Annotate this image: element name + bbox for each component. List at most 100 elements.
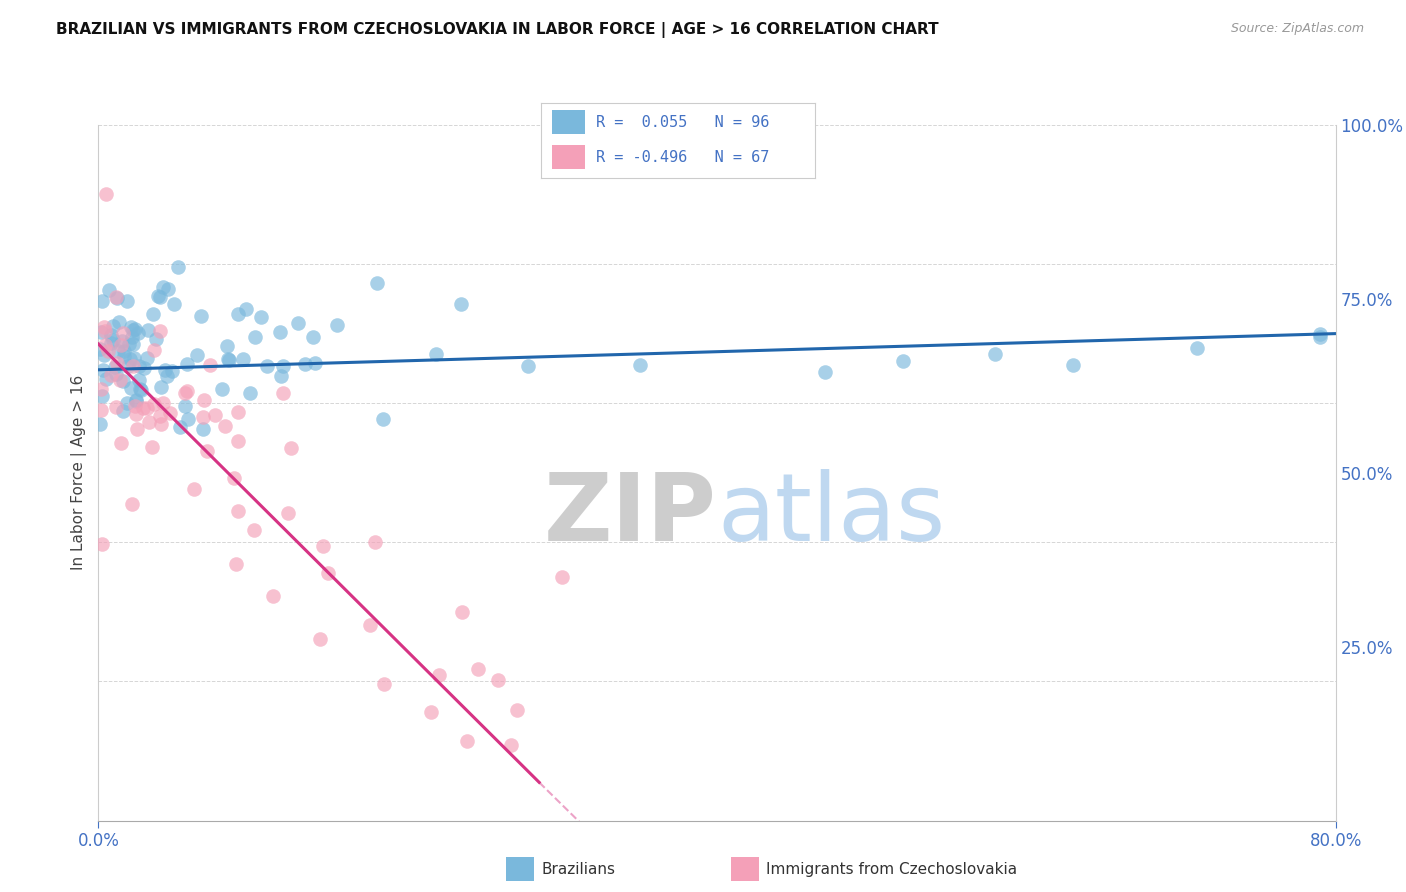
Point: [287, 316, 309, 330]
Point: [224, 471, 246, 485]
Point: [152, 280, 174, 294]
Point: [107, 343, 129, 358]
Point: [316, 566, 339, 581]
Point: [96, 371, 118, 385]
Point: [125, 407, 148, 421]
Point: [121, 329, 143, 343]
Point: [97, 343, 120, 358]
Point: [149, 379, 172, 393]
Point: [256, 359, 278, 373]
Point: [104, 360, 127, 375]
Point: [156, 282, 179, 296]
Point: [628, 358, 651, 372]
Point: [280, 441, 302, 455]
Point: [118, 352, 141, 367]
Point: [121, 359, 143, 373]
Point: [104, 367, 127, 381]
Point: [516, 359, 538, 374]
Point: [174, 400, 197, 414]
Point: [262, 589, 284, 603]
Point: [159, 406, 181, 420]
Point: [174, 386, 197, 401]
Point: [112, 344, 135, 359]
Point: [101, 333, 124, 347]
Point: [366, 276, 388, 290]
Text: Brazilians: Brazilians: [541, 863, 616, 877]
Point: [91, 294, 114, 309]
Point: [326, 318, 349, 333]
Text: ZIP: ZIP: [544, 468, 717, 560]
Point: [271, 386, 294, 401]
Point: [371, 412, 394, 426]
Point: [96, 187, 118, 202]
Point: [89, 342, 111, 356]
Point: [269, 325, 291, 339]
Point: [195, 444, 218, 458]
Point: [91, 537, 114, 551]
Point: [486, 673, 509, 688]
Point: [425, 347, 447, 361]
Point: [225, 558, 247, 572]
Point: [190, 309, 212, 323]
Point: [90, 402, 112, 417]
Point: [891, 354, 914, 368]
Point: [501, 738, 523, 752]
Point: [984, 347, 1007, 361]
Point: [232, 351, 254, 366]
Point: [271, 359, 294, 373]
Point: [152, 396, 174, 410]
Point: [120, 320, 142, 334]
Point: [235, 301, 257, 316]
Point: [117, 395, 139, 409]
Point: [176, 357, 198, 371]
Bar: [553, 145, 585, 169]
Text: Source: ZipAtlas.com: Source: ZipAtlas.com: [1230, 22, 1364, 36]
Point: [129, 382, 152, 396]
Point: [94, 324, 117, 338]
Point: [162, 297, 184, 311]
Point: [117, 359, 139, 374]
Point: [150, 417, 173, 432]
Point: [277, 506, 299, 520]
Point: [98, 283, 121, 297]
Point: [155, 363, 177, 377]
Point: [121, 497, 143, 511]
Point: [108, 373, 131, 387]
Point: [111, 334, 134, 348]
Point: [127, 326, 149, 341]
Point: [149, 290, 172, 304]
Text: atlas: atlas: [717, 468, 945, 560]
Point: [149, 409, 172, 423]
Point: [94, 338, 117, 352]
Point: [142, 307, 165, 321]
Point: [419, 705, 441, 719]
Point: [245, 330, 267, 344]
Point: [312, 539, 335, 553]
Point: [117, 336, 139, 351]
Point: [249, 310, 271, 324]
Point: [301, 330, 323, 344]
Point: [101, 318, 124, 333]
Point: [136, 351, 159, 365]
Point: [176, 411, 198, 425]
Point: [90, 383, 112, 397]
Point: [814, 365, 837, 379]
Point: [226, 307, 249, 321]
Point: [1309, 330, 1331, 344]
Point: [128, 359, 150, 374]
Point: [132, 401, 155, 415]
Point: [105, 291, 128, 305]
Point: [211, 382, 233, 396]
Point: [108, 315, 131, 329]
Point: [193, 393, 215, 408]
Point: [125, 421, 148, 435]
Text: R =  0.055   N = 96: R = 0.055 N = 96: [596, 115, 769, 130]
Point: [226, 405, 249, 419]
Text: Immigrants from Czechoslovakia: Immigrants from Czechoslovakia: [766, 863, 1018, 877]
Point: [506, 702, 529, 716]
Y-axis label: In Labor Force | Age > 16: In Labor Force | Age > 16: [72, 376, 87, 570]
Point: [134, 360, 156, 375]
Point: [104, 290, 127, 304]
Point: [359, 618, 381, 632]
Point: [270, 368, 292, 383]
